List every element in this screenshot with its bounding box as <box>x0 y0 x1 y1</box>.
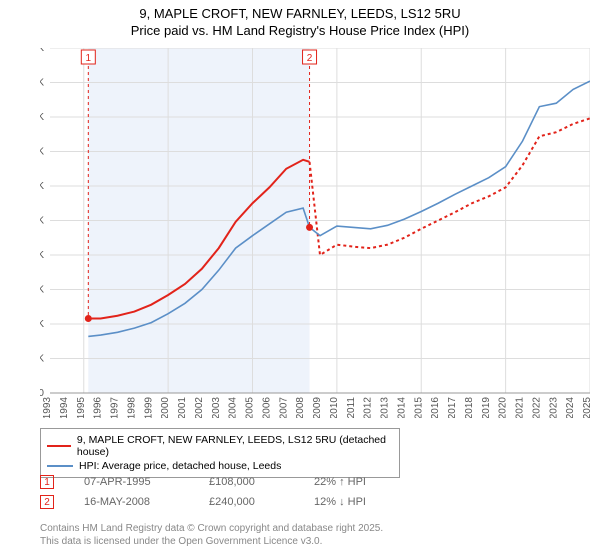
svg-text:£50K: £50K <box>40 354 44 365</box>
svg-text:2022: 2022 <box>531 397 542 418</box>
svg-text:2007: 2007 <box>278 397 289 418</box>
footnote-line-2: This data is licensed under the Open Gov… <box>40 535 383 548</box>
svg-text:2013: 2013 <box>380 397 391 418</box>
transaction-pct-0: 22% ↑ HPI <box>314 476 404 488</box>
svg-text:£100K: £100K <box>40 319 44 330</box>
svg-text:2011: 2011 <box>346 397 357 418</box>
legend-swatch-1 <box>47 465 73 467</box>
svg-text:2025: 2025 <box>582 397 590 418</box>
transaction-id-1: 2 <box>44 497 50 508</box>
svg-text:£200K: £200K <box>40 250 44 261</box>
footnote: Contains HM Land Registry data © Crown c… <box>40 522 383 548</box>
svg-text:1998: 1998 <box>126 397 137 418</box>
svg-text:2015: 2015 <box>413 397 424 418</box>
transaction-date-0: 07-APR-1995 <box>84 476 179 488</box>
svg-text:2021: 2021 <box>515 397 526 418</box>
svg-text:£500K: £500K <box>40 48 44 54</box>
svg-text:2008: 2008 <box>295 397 306 418</box>
svg-text:2020: 2020 <box>498 397 509 418</box>
transaction-row-0: 1 07-APR-1995 £108,000 22% ↑ HPI <box>40 472 404 492</box>
legend-row-0: 9, MAPLE CROFT, NEW FARNLEY, LEEDS, LS12… <box>47 433 393 459</box>
transaction-date-1: 16-MAY-2008 <box>84 496 179 508</box>
svg-text:2009: 2009 <box>312 397 323 418</box>
legend-swatch-0 <box>47 445 71 447</box>
svg-text:2004: 2004 <box>228 397 239 418</box>
svg-text:1994: 1994 <box>59 397 70 418</box>
svg-text:£300K: £300K <box>40 181 44 192</box>
transaction-price-1: £240,000 <box>209 496 284 508</box>
legend-label-0: 9, MAPLE CROFT, NEW FARNLEY, LEEDS, LS12… <box>77 434 393 458</box>
svg-text:2006: 2006 <box>261 397 272 418</box>
svg-text:£350K: £350K <box>40 147 44 158</box>
svg-text:2003: 2003 <box>211 397 222 418</box>
transaction-row-1: 2 16-MAY-2008 £240,000 12% ↓ HPI <box>40 492 404 512</box>
svg-text:£250K: £250K <box>40 216 44 227</box>
svg-text:2016: 2016 <box>430 397 441 418</box>
legend-row-1: HPI: Average price, detached house, Leed… <box>47 459 393 473</box>
svg-text:2014: 2014 <box>396 397 407 418</box>
svg-text:2017: 2017 <box>447 397 458 418</box>
transaction-id-0: 1 <box>44 477 50 488</box>
svg-text:2002: 2002 <box>194 397 205 418</box>
transaction-marker-0: 1 <box>40 475 54 489</box>
legend-label-1: HPI: Average price, detached house, Leed… <box>79 460 281 472</box>
svg-text:£150K: £150K <box>40 285 44 296</box>
transaction-pct-1: 12% ↓ HPI <box>314 496 404 508</box>
svg-text:1993: 1993 <box>42 397 53 418</box>
svg-text:1995: 1995 <box>76 397 87 418</box>
chart-area: £0£50K£100K£150K£200K£250K£300K£350K£400… <box>40 48 590 418</box>
svg-text:2010: 2010 <box>329 397 340 418</box>
svg-text:1997: 1997 <box>110 397 121 418</box>
transaction-table: 1 07-APR-1995 £108,000 22% ↑ HPI 2 16-MA… <box>40 472 404 512</box>
svg-text:2012: 2012 <box>363 397 374 418</box>
svg-text:2000: 2000 <box>160 397 171 418</box>
chart-container: 9, MAPLE CROFT, NEW FARNLEY, LEEDS, LS12… <box>0 0 600 560</box>
chart-svg: £0£50K£100K£150K£200K£250K£300K£350K£400… <box>40 48 590 418</box>
title-line-1: 9, MAPLE CROFT, NEW FARNLEY, LEEDS, LS12… <box>0 6 600 23</box>
svg-text:1996: 1996 <box>93 397 104 418</box>
svg-text:2005: 2005 <box>245 397 256 418</box>
title-line-2: Price paid vs. HM Land Registry's House … <box>0 23 600 40</box>
svg-text:£450K: £450K <box>40 78 44 89</box>
svg-text:2023: 2023 <box>548 397 559 418</box>
svg-text:2024: 2024 <box>565 397 576 418</box>
svg-text:2019: 2019 <box>481 397 492 418</box>
svg-text:2: 2 <box>307 53 313 64</box>
title-block: 9, MAPLE CROFT, NEW FARNLEY, LEEDS, LS12… <box>0 0 600 40</box>
svg-text:2018: 2018 <box>464 397 475 418</box>
legend-box: 9, MAPLE CROFT, NEW FARNLEY, LEEDS, LS12… <box>40 428 400 478</box>
svg-text:1999: 1999 <box>143 397 154 418</box>
svg-text:£400K: £400K <box>40 112 44 123</box>
svg-text:2001: 2001 <box>177 397 188 418</box>
footnote-line-1: Contains HM Land Registry data © Crown c… <box>40 522 383 535</box>
svg-text:1: 1 <box>86 53 92 64</box>
transaction-price-0: £108,000 <box>209 476 284 488</box>
transaction-marker-1: 2 <box>40 495 54 509</box>
